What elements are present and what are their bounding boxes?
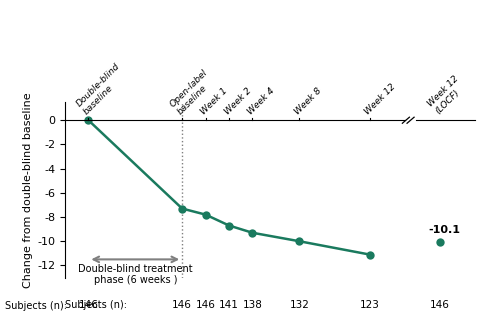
Text: Week 8: Week 8 bbox=[293, 86, 323, 116]
Text: 146: 146 bbox=[172, 300, 192, 310]
Text: Double-blind
baseline: Double-blind baseline bbox=[74, 62, 129, 116]
Text: Open-label
baseline: Open-label baseline bbox=[168, 68, 217, 116]
Text: 146: 146 bbox=[78, 300, 98, 310]
Text: Subjects (n):: Subjects (n): bbox=[5, 301, 67, 311]
Text: Subjects (n):: Subjects (n): bbox=[65, 300, 127, 310]
Text: -10.1: -10.1 bbox=[428, 225, 460, 235]
Text: 123: 123 bbox=[360, 300, 380, 310]
Text: Week 12: Week 12 bbox=[363, 82, 398, 116]
Text: 138: 138 bbox=[242, 300, 262, 310]
Text: 141: 141 bbox=[219, 300, 239, 310]
Y-axis label: Change from double-blind baseline: Change from double-blind baseline bbox=[23, 92, 33, 288]
Text: Week 4: Week 4 bbox=[246, 86, 276, 116]
Text: Week 1: Week 1 bbox=[199, 86, 230, 116]
Text: Week 12
(LOCF): Week 12 (LOCF) bbox=[426, 74, 468, 116]
Text: Week 2: Week 2 bbox=[222, 86, 253, 116]
Text: 146: 146 bbox=[196, 300, 216, 310]
Text: phase (6 weeks ): phase (6 weeks ) bbox=[94, 275, 177, 285]
Text: Double-blind treatment: Double-blind treatment bbox=[78, 264, 192, 274]
Text: 132: 132 bbox=[290, 300, 309, 310]
Text: 146: 146 bbox=[430, 300, 450, 310]
